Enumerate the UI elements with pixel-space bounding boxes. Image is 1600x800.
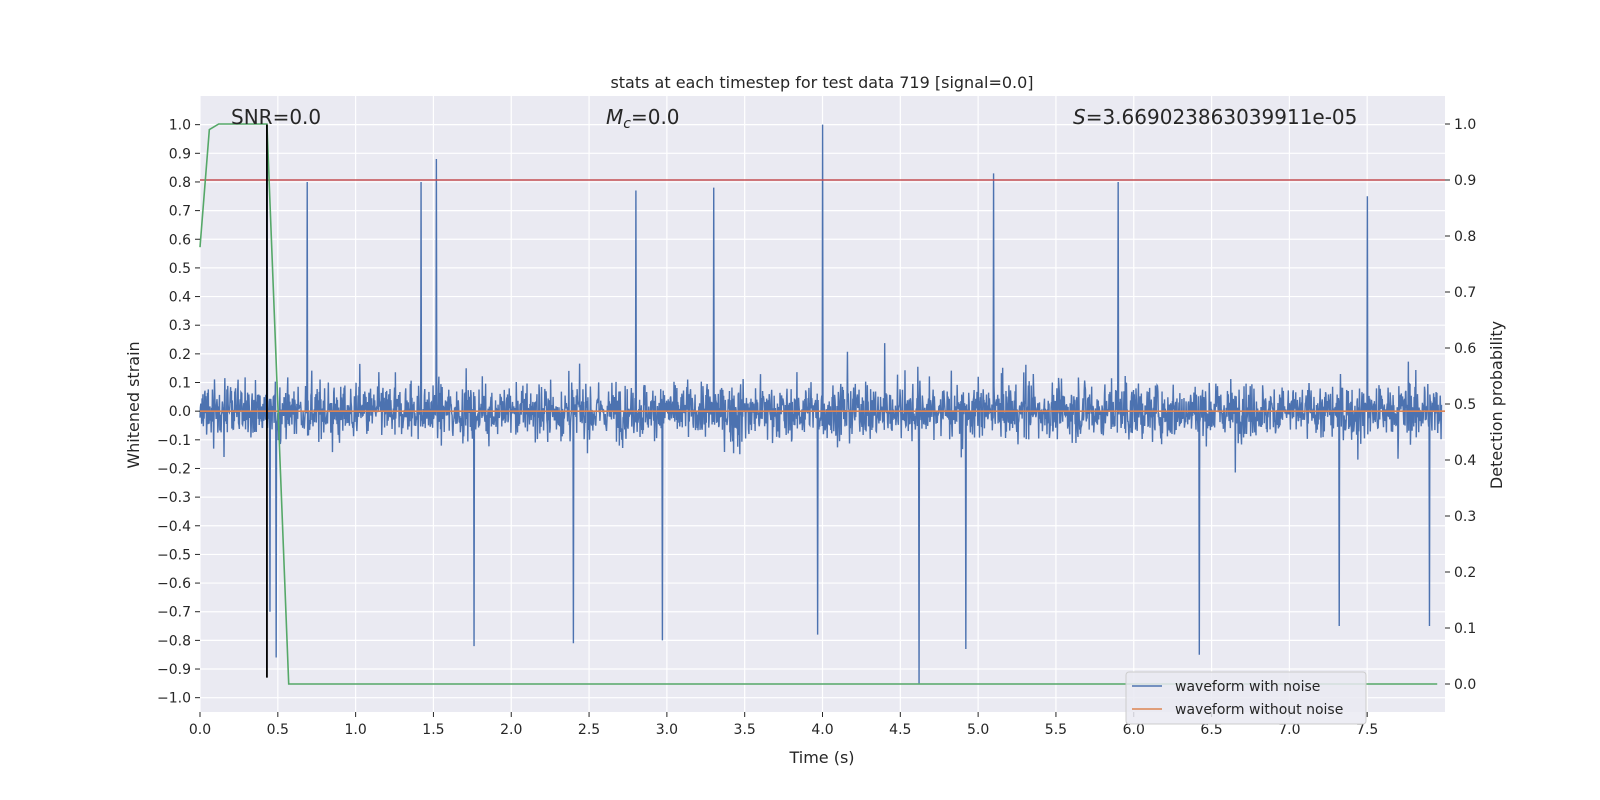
snr-value: =0.0 [273, 105, 322, 129]
y-tick-label: −0.7 [157, 605, 191, 621]
snr-annotation: SNR=0.0 [231, 105, 321, 129]
y2-tick-label: 0.2 [1454, 565, 1476, 581]
x-axis-label: Time (s) [788, 748, 854, 767]
x-tick-label: 3.0 [656, 722, 678, 738]
y-tick-label: 0.8 [169, 175, 191, 191]
s-annotation: S=3.669023863039911e-05 [1073, 105, 1357, 129]
s-value: =3.669023863039911e-05 [1086, 105, 1358, 129]
y2-tick-label: 0.6 [1454, 341, 1476, 357]
y2-tick-label: 0.0 [1454, 677, 1476, 693]
x-tick-label: 0.0 [189, 722, 211, 738]
y-tick-label: 0.2 [169, 347, 191, 363]
y2-tick-label: 0.4 [1454, 453, 1476, 469]
x-tick-label: 6.0 [1123, 722, 1145, 738]
y-tick-label: 0.9 [169, 146, 191, 162]
y-tick-label: −0.3 [157, 490, 191, 506]
y2-tick-label: 0.8 [1454, 229, 1476, 245]
x-tick-label: 0.5 [267, 722, 289, 738]
legend-box [1125, 671, 1367, 725]
y2-tick-label: 0.7 [1454, 285, 1476, 301]
x-tick-label: 3.5 [734, 722, 756, 738]
x-tick-label: 1.0 [344, 722, 366, 738]
y-tick-label: 0.0 [169, 404, 191, 420]
y-tick-label: 0.7 [169, 204, 191, 220]
y-tick-label: 1.0 [169, 118, 191, 134]
y-tick-labels: 1.0 0.9 0.8 0.7 0.6 0.5 0.4 0.3 0.2 0.1 0.0 −0.1 −0.… [157, 118, 200, 707]
y-tick-label: 0.3 [169, 318, 191, 334]
y-tick-label: −1.0 [157, 691, 191, 707]
y-axis-label: Whitened strain [124, 341, 143, 468]
y-tick-label: −0.6 [157, 576, 191, 592]
mc-subscript: c [623, 116, 631, 132]
y-tick-label: 0.1 [169, 376, 191, 392]
y2-tick-label: 0.3 [1454, 509, 1476, 525]
x-tick-label: 2.5 [578, 722, 600, 738]
chart-title: stats at each timestep for test data 719… [610, 73, 1033, 92]
y2-tick-label: 0.9 [1454, 173, 1476, 189]
y-tick-label: −0.2 [157, 461, 191, 477]
x-tick-label: 7.5 [1356, 722, 1378, 738]
y2-tick-labels: 1.0 0.9 0.8 0.7 0.6 0.5 0.4 0.3 0.2 0.1 0.0 [1445, 117, 1476, 693]
y-tick-label: −0.1 [157, 433, 191, 449]
y2-tick-label: 1.0 [1454, 117, 1476, 133]
mc-value: =0.0 [631, 105, 680, 129]
chirp-mass-annotation: Mc=0.0 [606, 105, 680, 132]
x-tick-label: 6.5 [1200, 722, 1222, 738]
y2-tick-label: 0.5 [1454, 397, 1476, 413]
y-tick-label: 0.4 [169, 290, 191, 306]
x-tick-label: 5.0 [967, 722, 989, 738]
detection-probability-line [199, 123, 1438, 685]
x-tick-label: 4.5 [889, 722, 911, 738]
x-tick-label: 7.0 [1278, 722, 1300, 738]
y-tick-label: −0.4 [157, 519, 191, 535]
y-tick-label: 0.6 [169, 232, 191, 248]
noisy-waveform [199, 124, 1443, 684]
x-tick-label: 5.5 [1045, 722, 1067, 738]
y2-tick-label: 0.1 [1454, 621, 1476, 637]
legend-label-clean: waveform without noise [1175, 702, 1343, 718]
s-symbol: S [1073, 105, 1086, 129]
legend-label-noise: waveform with noise [1175, 679, 1320, 695]
x-tick-label: 4.0 [811, 722, 833, 738]
noise-series-line [199, 124, 1443, 684]
x-tick-label: 2.0 [500, 722, 522, 738]
y-tick-label: −0.8 [157, 633, 191, 649]
mc-symbol: M [606, 105, 623, 129]
y-tick-label: −0.5 [157, 547, 191, 563]
legend: waveform with noise waveform without noi… [1125, 671, 1367, 725]
y-tick-label: 0.5 [169, 261, 191, 277]
overlay-lines [199, 123, 1445, 685]
y2-axis-label: Detection probability [1487, 321, 1506, 489]
x-tick-labels: 0.0 0.5 1.0 1.5 2.0 2.5 3.0 3.5 4.0 4.5 5.0 5.5 6.0 6… [189, 712, 1378, 738]
snr-name: SNR [231, 105, 273, 129]
y-tick-label: −0.9 [157, 662, 191, 678]
x-tick-label: 1.5 [422, 722, 444, 738]
